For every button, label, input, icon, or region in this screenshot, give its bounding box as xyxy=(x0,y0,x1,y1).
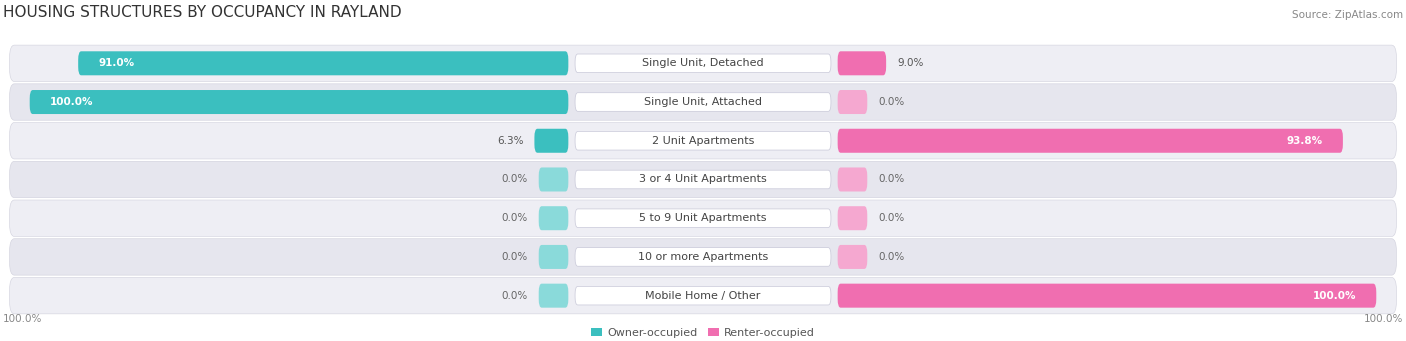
FancyBboxPatch shape xyxy=(10,200,1396,236)
Text: HOUSING STRUCTURES BY OCCUPANCY IN RAYLAND: HOUSING STRUCTURES BY OCCUPANCY IN RAYLA… xyxy=(3,5,401,20)
FancyBboxPatch shape xyxy=(538,206,568,230)
FancyBboxPatch shape xyxy=(538,284,568,308)
FancyBboxPatch shape xyxy=(575,132,831,150)
FancyBboxPatch shape xyxy=(10,161,1396,198)
Text: Mobile Home / Other: Mobile Home / Other xyxy=(645,291,761,301)
FancyBboxPatch shape xyxy=(575,170,831,189)
Text: 5 to 9 Unit Apartments: 5 to 9 Unit Apartments xyxy=(640,213,766,223)
FancyBboxPatch shape xyxy=(575,93,831,111)
Text: 0.0%: 0.0% xyxy=(879,252,904,262)
FancyBboxPatch shape xyxy=(534,129,568,153)
Text: 100.0%: 100.0% xyxy=(49,97,93,107)
Text: 6.3%: 6.3% xyxy=(498,136,523,146)
FancyBboxPatch shape xyxy=(10,84,1396,120)
FancyBboxPatch shape xyxy=(838,167,868,192)
FancyBboxPatch shape xyxy=(838,129,1343,153)
FancyBboxPatch shape xyxy=(838,51,886,75)
Text: 0.0%: 0.0% xyxy=(879,97,904,107)
Text: 100.0%: 100.0% xyxy=(3,314,42,324)
FancyBboxPatch shape xyxy=(10,122,1396,159)
Text: 10 or more Apartments: 10 or more Apartments xyxy=(638,252,768,262)
FancyBboxPatch shape xyxy=(10,239,1396,275)
Text: 100.0%: 100.0% xyxy=(1364,314,1403,324)
FancyBboxPatch shape xyxy=(575,248,831,266)
FancyBboxPatch shape xyxy=(30,90,568,114)
Text: 9.0%: 9.0% xyxy=(897,58,924,68)
FancyBboxPatch shape xyxy=(838,245,868,269)
Text: Single Unit, Attached: Single Unit, Attached xyxy=(644,97,762,107)
Text: 0.0%: 0.0% xyxy=(502,213,527,223)
Text: 0.0%: 0.0% xyxy=(879,175,904,184)
Text: 100.0%: 100.0% xyxy=(1313,291,1357,301)
FancyBboxPatch shape xyxy=(538,245,568,269)
FancyBboxPatch shape xyxy=(575,209,831,227)
FancyBboxPatch shape xyxy=(575,54,831,73)
FancyBboxPatch shape xyxy=(838,284,1376,308)
FancyBboxPatch shape xyxy=(10,278,1396,314)
Text: Single Unit, Detached: Single Unit, Detached xyxy=(643,58,763,68)
Text: 3 or 4 Unit Apartments: 3 or 4 Unit Apartments xyxy=(640,175,766,184)
Text: 0.0%: 0.0% xyxy=(879,213,904,223)
Text: Source: ZipAtlas.com: Source: ZipAtlas.com xyxy=(1292,10,1403,20)
FancyBboxPatch shape xyxy=(10,45,1396,81)
FancyBboxPatch shape xyxy=(79,51,568,75)
Text: 0.0%: 0.0% xyxy=(502,291,527,301)
FancyBboxPatch shape xyxy=(838,90,868,114)
Text: 0.0%: 0.0% xyxy=(502,175,527,184)
Text: 91.0%: 91.0% xyxy=(98,58,135,68)
FancyBboxPatch shape xyxy=(538,167,568,192)
Legend: Owner-occupied, Renter-occupied: Owner-occupied, Renter-occupied xyxy=(586,324,820,341)
Text: 93.8%: 93.8% xyxy=(1286,136,1323,146)
Text: 0.0%: 0.0% xyxy=(502,252,527,262)
FancyBboxPatch shape xyxy=(575,286,831,305)
Text: 2 Unit Apartments: 2 Unit Apartments xyxy=(652,136,754,146)
FancyBboxPatch shape xyxy=(838,206,868,230)
